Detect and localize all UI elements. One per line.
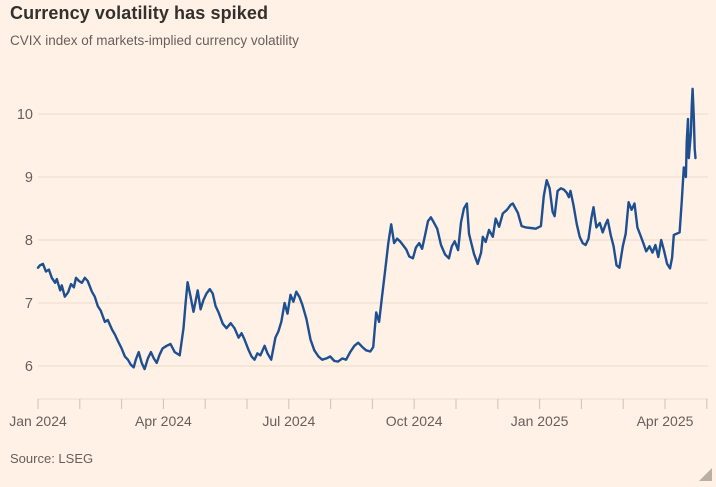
y-tick-label: 6 (25, 359, 33, 375)
y-tick-label: 7 (25, 296, 33, 312)
cvix-series-line (36, 87, 697, 371)
x-tick-label: Jan 2025 (511, 413, 569, 429)
x-tick-label: Apr 2024 (135, 413, 192, 429)
source-note: Source: LSEG (10, 451, 94, 466)
chart-subtitle: CVIX index of markets-implied currency v… (10, 33, 299, 48)
y-tick-label: 9 (25, 170, 33, 186)
x-tick-label: Jan 2024 (9, 413, 67, 429)
x-tick-label: Jul 2024 (262, 413, 315, 429)
chart-title: Currency volatility has spiked (10, 3, 269, 23)
y-tick-label: 10 (17, 107, 33, 123)
x-tick-label: Oct 2024 (386, 413, 443, 429)
x-tick-label: Apr 2025 (637, 413, 694, 429)
y-tick-label: 8 (25, 233, 33, 249)
resize-handle-icon[interactable] (699, 468, 712, 481)
